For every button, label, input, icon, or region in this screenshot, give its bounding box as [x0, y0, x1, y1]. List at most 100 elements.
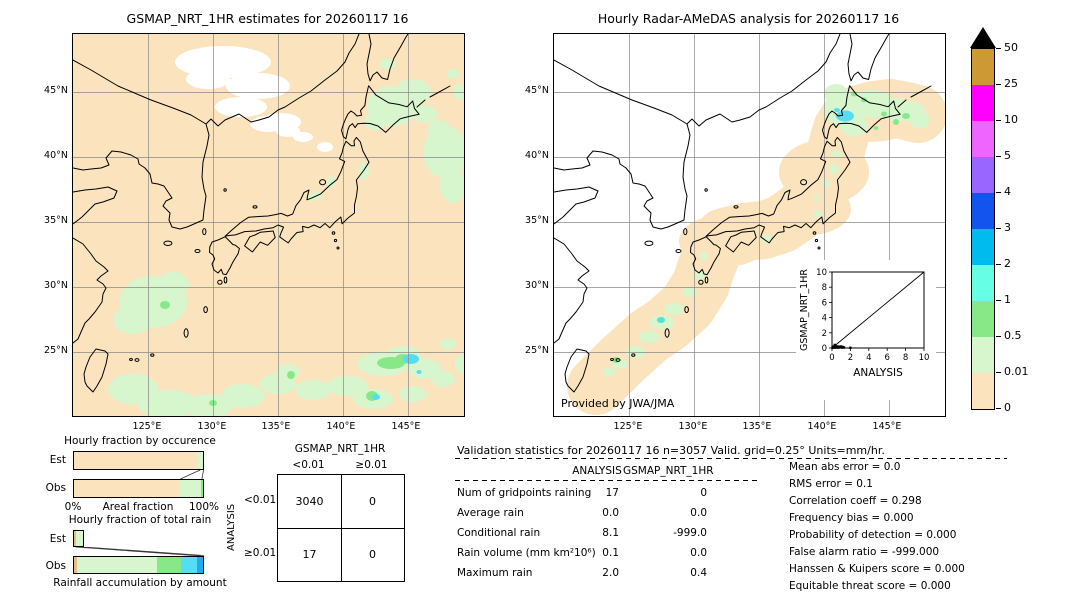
bar-segment — [201, 480, 203, 497]
inset-ylabel: GSMAP_NRT_1HR — [799, 269, 810, 351]
contingency-row-label-ge: ≥0.01 — [244, 547, 277, 559]
inset-y-tick: 4 — [822, 314, 827, 324]
colorbar-segment — [972, 265, 994, 301]
radar-analysis-map: Provided by JWA/JMA 0 2 4 6 8 10 0 2 4 6 8 10 ANALY… — [553, 33, 946, 417]
contingency-col-title: GSMAP_NRT_1HR — [294, 443, 386, 455]
scatter-points — [831, 343, 852, 350]
colorbar-segment — [972, 337, 994, 373]
x-tick-label: 135°E — [261, 421, 291, 432]
totalrain-chart-title: Hourly fraction of total rain — [68, 514, 212, 526]
inset-diagonal — [831, 271, 925, 349]
occurrence-est-label: Est — [49, 454, 66, 466]
colorbar-tick-label: 4 — [996, 185, 1011, 198]
colorbar-tick-label: 0 — [996, 401, 1011, 414]
scatter-point — [833, 343, 836, 347]
left-map-title: GSMAP_NRT_1HR estimates for 20260117 16 — [126, 11, 409, 26]
x-tick-label: 125°E — [613, 421, 643, 432]
contingency-row-label-lt: <0.01 — [244, 494, 277, 506]
x-tick-label: 130°E — [197, 421, 227, 432]
rain-cyan-patches — [372, 354, 422, 400]
stats-score-line: Correlation coeff = 0.298 — [789, 495, 922, 507]
scatter-point — [849, 346, 852, 349]
x-tick-label: 135°E — [742, 421, 772, 432]
stats-col-gsmap: GSMAP_NRT_1HR — [623, 465, 714, 477]
occurrence-x-axis-label: Areal fraction — [102, 501, 174, 513]
stats-table-row: Num of gridpoints raining 17 0 — [457, 487, 709, 507]
x-tick-label: 145°E — [872, 421, 902, 432]
bar-segment — [74, 452, 199, 469]
bar-segment — [156, 557, 182, 573]
occurrence-chart-title: Hourly fraction by occurence — [64, 435, 216, 447]
stats-score-line: Hanssen & Kuipers score = 0.000 — [789, 563, 965, 575]
contingency-cell-10: 17 — [302, 548, 317, 561]
stats-score-line: Probability of detection = 0.000 — [789, 529, 957, 541]
inset-x-tick: 0 — [829, 353, 834, 363]
colorbar-segment — [972, 157, 994, 193]
stats-analysis-value: 8.1 — [602, 527, 619, 539]
stats-analysis-value: 0.0 — [602, 507, 619, 519]
occurrence-obs-label: Obs — [45, 482, 66, 494]
y-tick-label: 40°N — [525, 150, 549, 161]
y-tick-label: 35°N — [525, 215, 549, 226]
inset-scatter-panel: 0 2 4 6 8 10 0 2 4 6 8 10 ANALYSIS GSMAP_NRT_1HR — [796, 260, 936, 400]
x-tick-label: 140°E — [807, 421, 837, 432]
y-tick-label: 45°N — [525, 85, 549, 96]
colorbar-segment — [972, 301, 994, 337]
inset-y-tick: 10 — [816, 268, 827, 278]
y-tick-label: 45°N — [44, 85, 68, 96]
colorbar-segment — [972, 85, 994, 121]
stats-gsmap-value: 0.0 — [690, 547, 707, 559]
colorbar-tick-label: 10 — [996, 113, 1018, 126]
contingency-cell-11: 0 — [369, 548, 376, 561]
stats-title: Validation statistics for 20260117 16 n=… — [457, 444, 885, 457]
right-map-title: Hourly Radar-AMeDAS analysis for 2026011… — [597, 11, 900, 26]
colorbar-segment — [972, 121, 994, 157]
stats-divider-top — [455, 458, 1007, 459]
inset-x-tick: 6 — [884, 353, 889, 363]
bar-segment — [74, 531, 76, 546]
stats-table-row: Maximum rain 2.0 0.4 — [457, 567, 709, 587]
x-tick-label: 145°E — [391, 421, 421, 432]
totalrain-caption: Rainfall accumulation by amount — [53, 577, 227, 589]
totalrain-obs-label: Obs — [45, 560, 66, 572]
stats-analysis-value: 2.0 — [602, 567, 619, 579]
occurrence-x-right: 100% — [188, 501, 220, 513]
stats-score-line: Equitable threat score = 0.000 — [789, 580, 951, 592]
gsmap-map-svg — [73, 34, 464, 416]
stats-table-row: Conditional rain 8.1 -999.0 — [457, 527, 709, 547]
stats-row-label: Rain volume (mm km²10⁶) — [457, 547, 596, 559]
stats-row-label: Average rain — [457, 507, 524, 519]
bar-segment — [196, 557, 203, 573]
no-data-patches — [175, 46, 333, 152]
totalrain-connectors — [75, 547, 204, 556]
colorbar-tick-label: 25 — [996, 77, 1018, 90]
totalrain-est-label: Est — [49, 533, 66, 545]
colorbar-tick-label: 2 — [996, 257, 1011, 270]
y-tick-label: 30°N — [525, 280, 549, 291]
stats-score-line: Mean abs error = 0.0 — [789, 461, 901, 473]
x-tick-label: 130°E — [678, 421, 708, 432]
colorbar — [971, 48, 995, 410]
colorbar-tick-label: 1 — [996, 293, 1011, 306]
totalrain-est-bar — [73, 530, 84, 547]
bar-segment — [179, 480, 202, 497]
occurrence-x-left: 0% — [64, 501, 82, 513]
colorbar-segment — [972, 49, 994, 85]
colorbar-tick-label: 3 — [996, 221, 1011, 234]
stats-col-analysis: ANALYSIS — [572, 465, 622, 477]
stats-table-row: Rain volume (mm km²10⁶) 0.1 0.0 — [457, 547, 709, 567]
inset-y-tick: 2 — [822, 329, 827, 339]
contingency-cell-01: 0 — [369, 495, 376, 508]
colorbar-segment — [972, 193, 994, 229]
y-tick-label: 25°N — [525, 345, 549, 356]
stats-score-line: RMS error = 0.1 — [789, 478, 873, 490]
colorbar-overflow-arrow-icon — [970, 27, 996, 48]
inset-x-tick: 2 — [848, 353, 853, 363]
contingency-row-title: ANALYSIS — [226, 503, 237, 551]
stats-score-line: False alarm ratio = -999.000 — [789, 546, 940, 558]
occurrence-obs-bar — [73, 479, 204, 498]
contingency-col-label-ge: ≥0.01 — [355, 459, 388, 471]
radar-map-svg — [554, 34, 945, 416]
stats-divider-mid — [455, 480, 760, 481]
stats-table-row: Average rain 0.0 0.0 — [457, 507, 709, 527]
